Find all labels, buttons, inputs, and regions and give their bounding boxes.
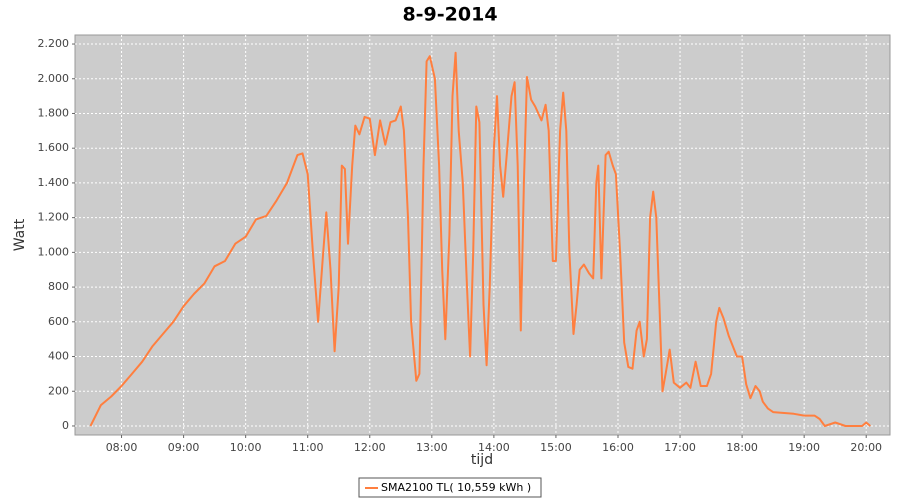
- y-tick-label: 1.800: [38, 106, 70, 119]
- y-tick-label: 400: [48, 350, 69, 363]
- x-tick-label: 10:00: [230, 441, 262, 454]
- y-tick-label: 2.200: [38, 37, 70, 50]
- x-tick-label: 11:00: [292, 441, 324, 454]
- legend-label: SMA2100 TL( 10,559 kWh ): [381, 481, 531, 494]
- series-line: [89, 51, 871, 427]
- x-tick-label: 15:00: [540, 441, 572, 454]
- y-tick-label: 0: [62, 419, 69, 432]
- x-tick-label: 13:00: [416, 441, 448, 454]
- y-tick-label: 1.000: [38, 245, 70, 258]
- x-axis-title: tijd: [471, 452, 493, 468]
- y-axis-title: Watt: [12, 218, 28, 251]
- y-tick-label: 200: [48, 384, 69, 397]
- x-tick-label: 08:00: [106, 441, 138, 454]
- y-tick-label: 1.600: [38, 141, 70, 154]
- chart-title: 8-9-2014: [402, 4, 497, 26]
- x-tick-label: 14:00: [478, 441, 510, 454]
- x-tick-label: 17:00: [664, 441, 696, 454]
- y-tick-label: 600: [48, 315, 69, 328]
- x-tick-label: 16:00: [602, 441, 634, 454]
- x-tick-label: 12:00: [354, 441, 386, 454]
- y-tick-label: 800: [48, 280, 69, 293]
- x-tick-label: 18:00: [726, 441, 758, 454]
- x-tick-label: 20:00: [850, 441, 882, 454]
- legend-box: [358, 477, 542, 498]
- x-tick-label: 09:00: [168, 441, 200, 454]
- y-tick-label: 1.200: [38, 211, 70, 224]
- y-tick-label: 2.000: [38, 72, 70, 85]
- y-tick-label: 1.400: [38, 176, 70, 189]
- x-tick-label: 19:00: [788, 441, 820, 454]
